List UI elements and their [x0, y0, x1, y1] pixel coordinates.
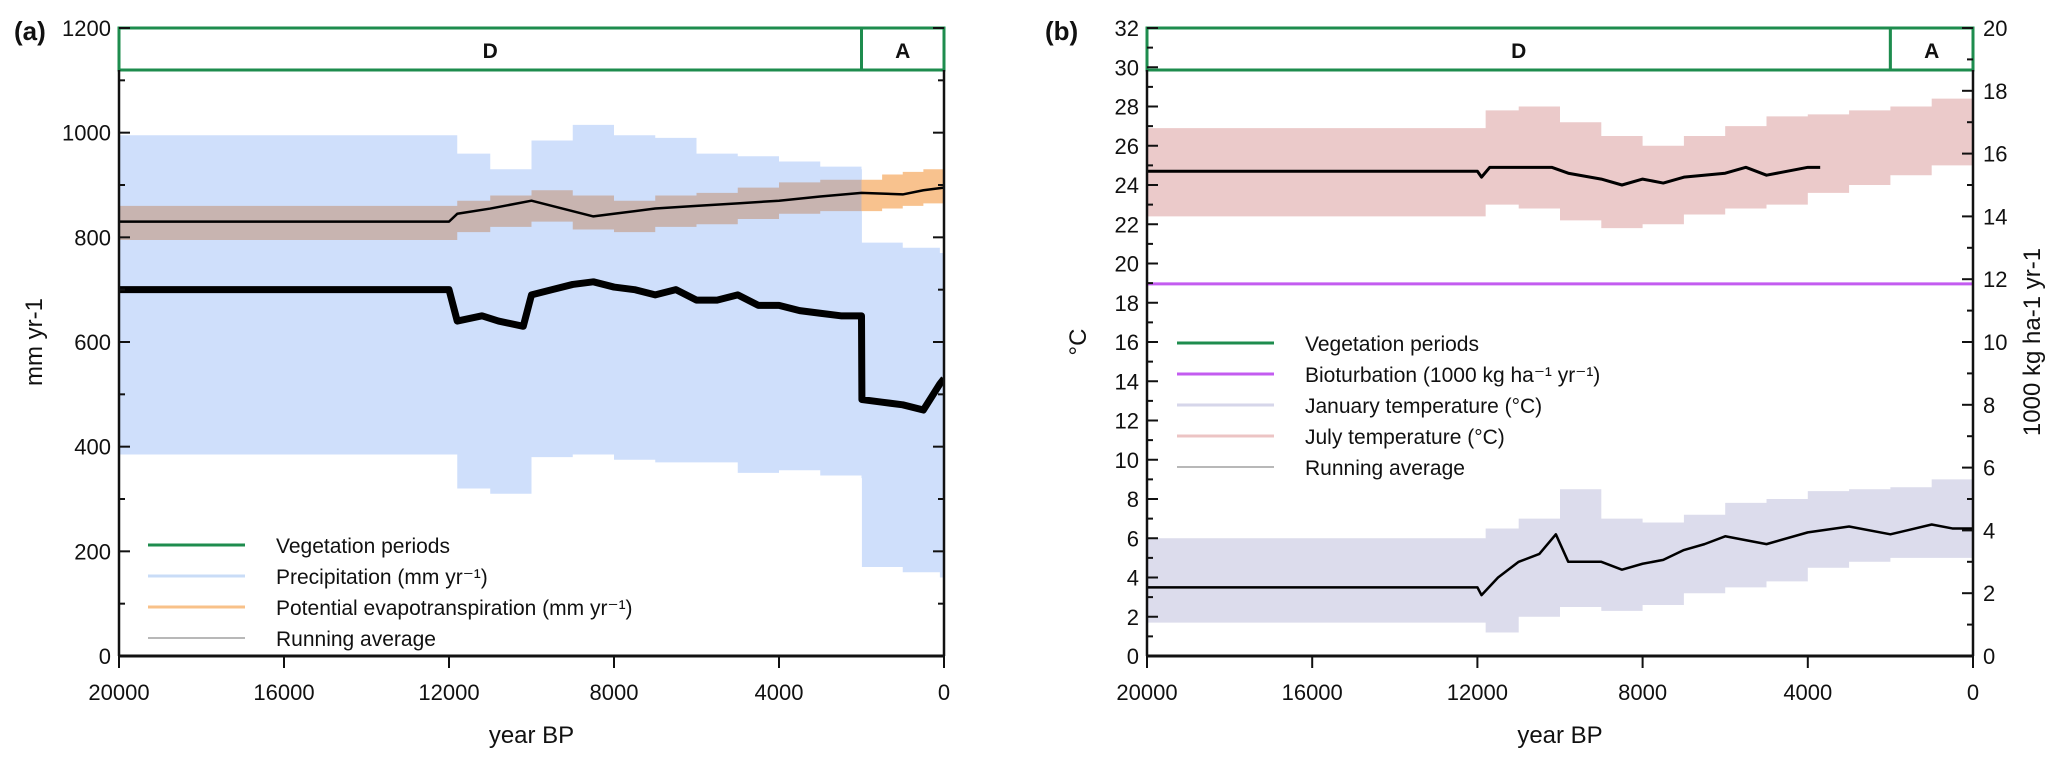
y-tick-label: 30	[1115, 55, 1139, 80]
legend-label: Running average	[276, 628, 436, 651]
y-tick-label: 16	[1115, 330, 1139, 355]
x-tick-label: 16000	[1282, 680, 1343, 705]
y-tick-label: 1000	[62, 121, 111, 146]
y-tick-label: 24	[1115, 173, 1139, 198]
vegetation-period-label-A: A	[1924, 40, 1939, 63]
band-potential-evapotranspiration-a-period	[861, 169, 944, 212]
x-tick-label: 4000	[755, 680, 804, 705]
vegetation-period-A	[860, 26, 946, 72]
x-axis-title: year BP	[1517, 722, 1602, 749]
x-tick-label: 8000	[590, 680, 639, 705]
x-tick-label: 8000	[1618, 680, 1667, 705]
y-tick-label: 12	[1115, 409, 1139, 434]
legend-label: Bioturbation (1000 kg ha⁻¹ yr⁻¹)	[1305, 364, 1600, 387]
y2-axis-title: 1000 kg ha-1 yr-1	[2019, 248, 2046, 436]
y-tick-label: 2	[1127, 605, 1139, 630]
plot-area	[119, 124, 944, 578]
band-january-temperature-c	[1147, 475, 1973, 633]
panel-label: (a)	[14, 16, 46, 46]
x-tick-label: 20000	[1116, 680, 1177, 705]
legend: Vegetation periods Bioturbation (1000 kg …	[1177, 333, 1600, 480]
y-tick-label: 14	[1115, 369, 1139, 394]
y-tick-label: 6	[1127, 526, 1139, 551]
y-tick-label: 8	[1127, 487, 1139, 512]
y2-tick-label: 8	[1983, 393, 1995, 418]
vegetation-period-label-A: A	[895, 40, 910, 63]
y2-tick-label: 14	[1983, 204, 2007, 229]
vegetation-period-D	[1145, 26, 1892, 72]
y-tick-label: 32	[1115, 16, 1139, 41]
legend-label: Vegetation periods	[1305, 333, 1479, 356]
x-tick-label: 16000	[253, 680, 314, 705]
vegetation-period-label-D: D	[483, 40, 498, 63]
panel-label: (b)	[1045, 16, 1078, 46]
y2-tick-label: 18	[1983, 79, 2007, 104]
x-tick-label: 4000	[1783, 680, 1832, 705]
y2-tick-label: 6	[1983, 456, 1995, 481]
x-tick-label: 0	[1967, 680, 1979, 705]
legend-label: Running average	[1305, 457, 1465, 480]
y-tick-label: 0	[1127, 644, 1139, 669]
y-tick-label: 0	[99, 644, 111, 669]
y2-tick-label: 4	[1983, 518, 1995, 543]
y-tick-label: 600	[74, 330, 111, 355]
y-tick-label: 400	[74, 435, 111, 460]
y-tick-label: 22	[1115, 212, 1139, 237]
y2-tick-label: 10	[1983, 330, 2007, 355]
x-tick-label: 20000	[88, 680, 149, 705]
y-tick-label: 28	[1115, 95, 1139, 120]
vegetation-period-D	[117, 26, 863, 72]
band-july-temperature-c	[1147, 86, 1973, 229]
legend-label: Potential evapotranspiration (mm yr⁻¹)	[276, 597, 633, 620]
panel-a: D A 20000 16000 12000 8000 4000 0 year BP 0 200 400…	[14, 16, 950, 749]
legend-label: July temperature (°C)	[1305, 426, 1505, 449]
legend-label: Precipitation (mm yr⁻¹)	[276, 566, 488, 589]
legend-label: Vegetation periods	[276, 535, 450, 558]
y-tick-label: 4	[1127, 566, 1139, 591]
legend: Vegetation periods Precipitation (mm yr⁻¹…	[148, 535, 633, 651]
vegetation-period-label-D: D	[1511, 40, 1526, 63]
y2-tick-label: 16	[1983, 142, 2007, 167]
y2-tick-label: 2	[1983, 581, 1995, 606]
y-tick-label: 18	[1115, 291, 1139, 316]
x-tick-label: 0	[938, 680, 950, 705]
plot-area	[1147, 86, 1973, 633]
y-axis-title: mm yr-1	[21, 298, 48, 386]
y-tick-label: 26	[1115, 134, 1139, 159]
y-tick-label: 800	[74, 225, 111, 250]
y-tick-label: 10	[1115, 448, 1139, 473]
y-tick-label: 20	[1115, 252, 1139, 277]
x-axis-title: year BP	[489, 722, 574, 749]
x-tick-label: 12000	[1447, 680, 1508, 705]
y2-tick-label: 20	[1983, 16, 2007, 41]
y2-tick-label: 12	[1983, 267, 2007, 292]
y-tick-label: 1200	[62, 16, 111, 41]
x-tick-label: 12000	[418, 680, 479, 705]
vegetation-period-A	[1888, 26, 1975, 72]
legend-label: January temperature (°C)	[1305, 395, 1542, 418]
y-axis-title: °C	[1065, 329, 1092, 356]
line-january-running-average	[1147, 523, 1973, 597]
y-tick-label: 200	[74, 539, 111, 564]
y2-tick-label: 0	[1983, 644, 1995, 669]
